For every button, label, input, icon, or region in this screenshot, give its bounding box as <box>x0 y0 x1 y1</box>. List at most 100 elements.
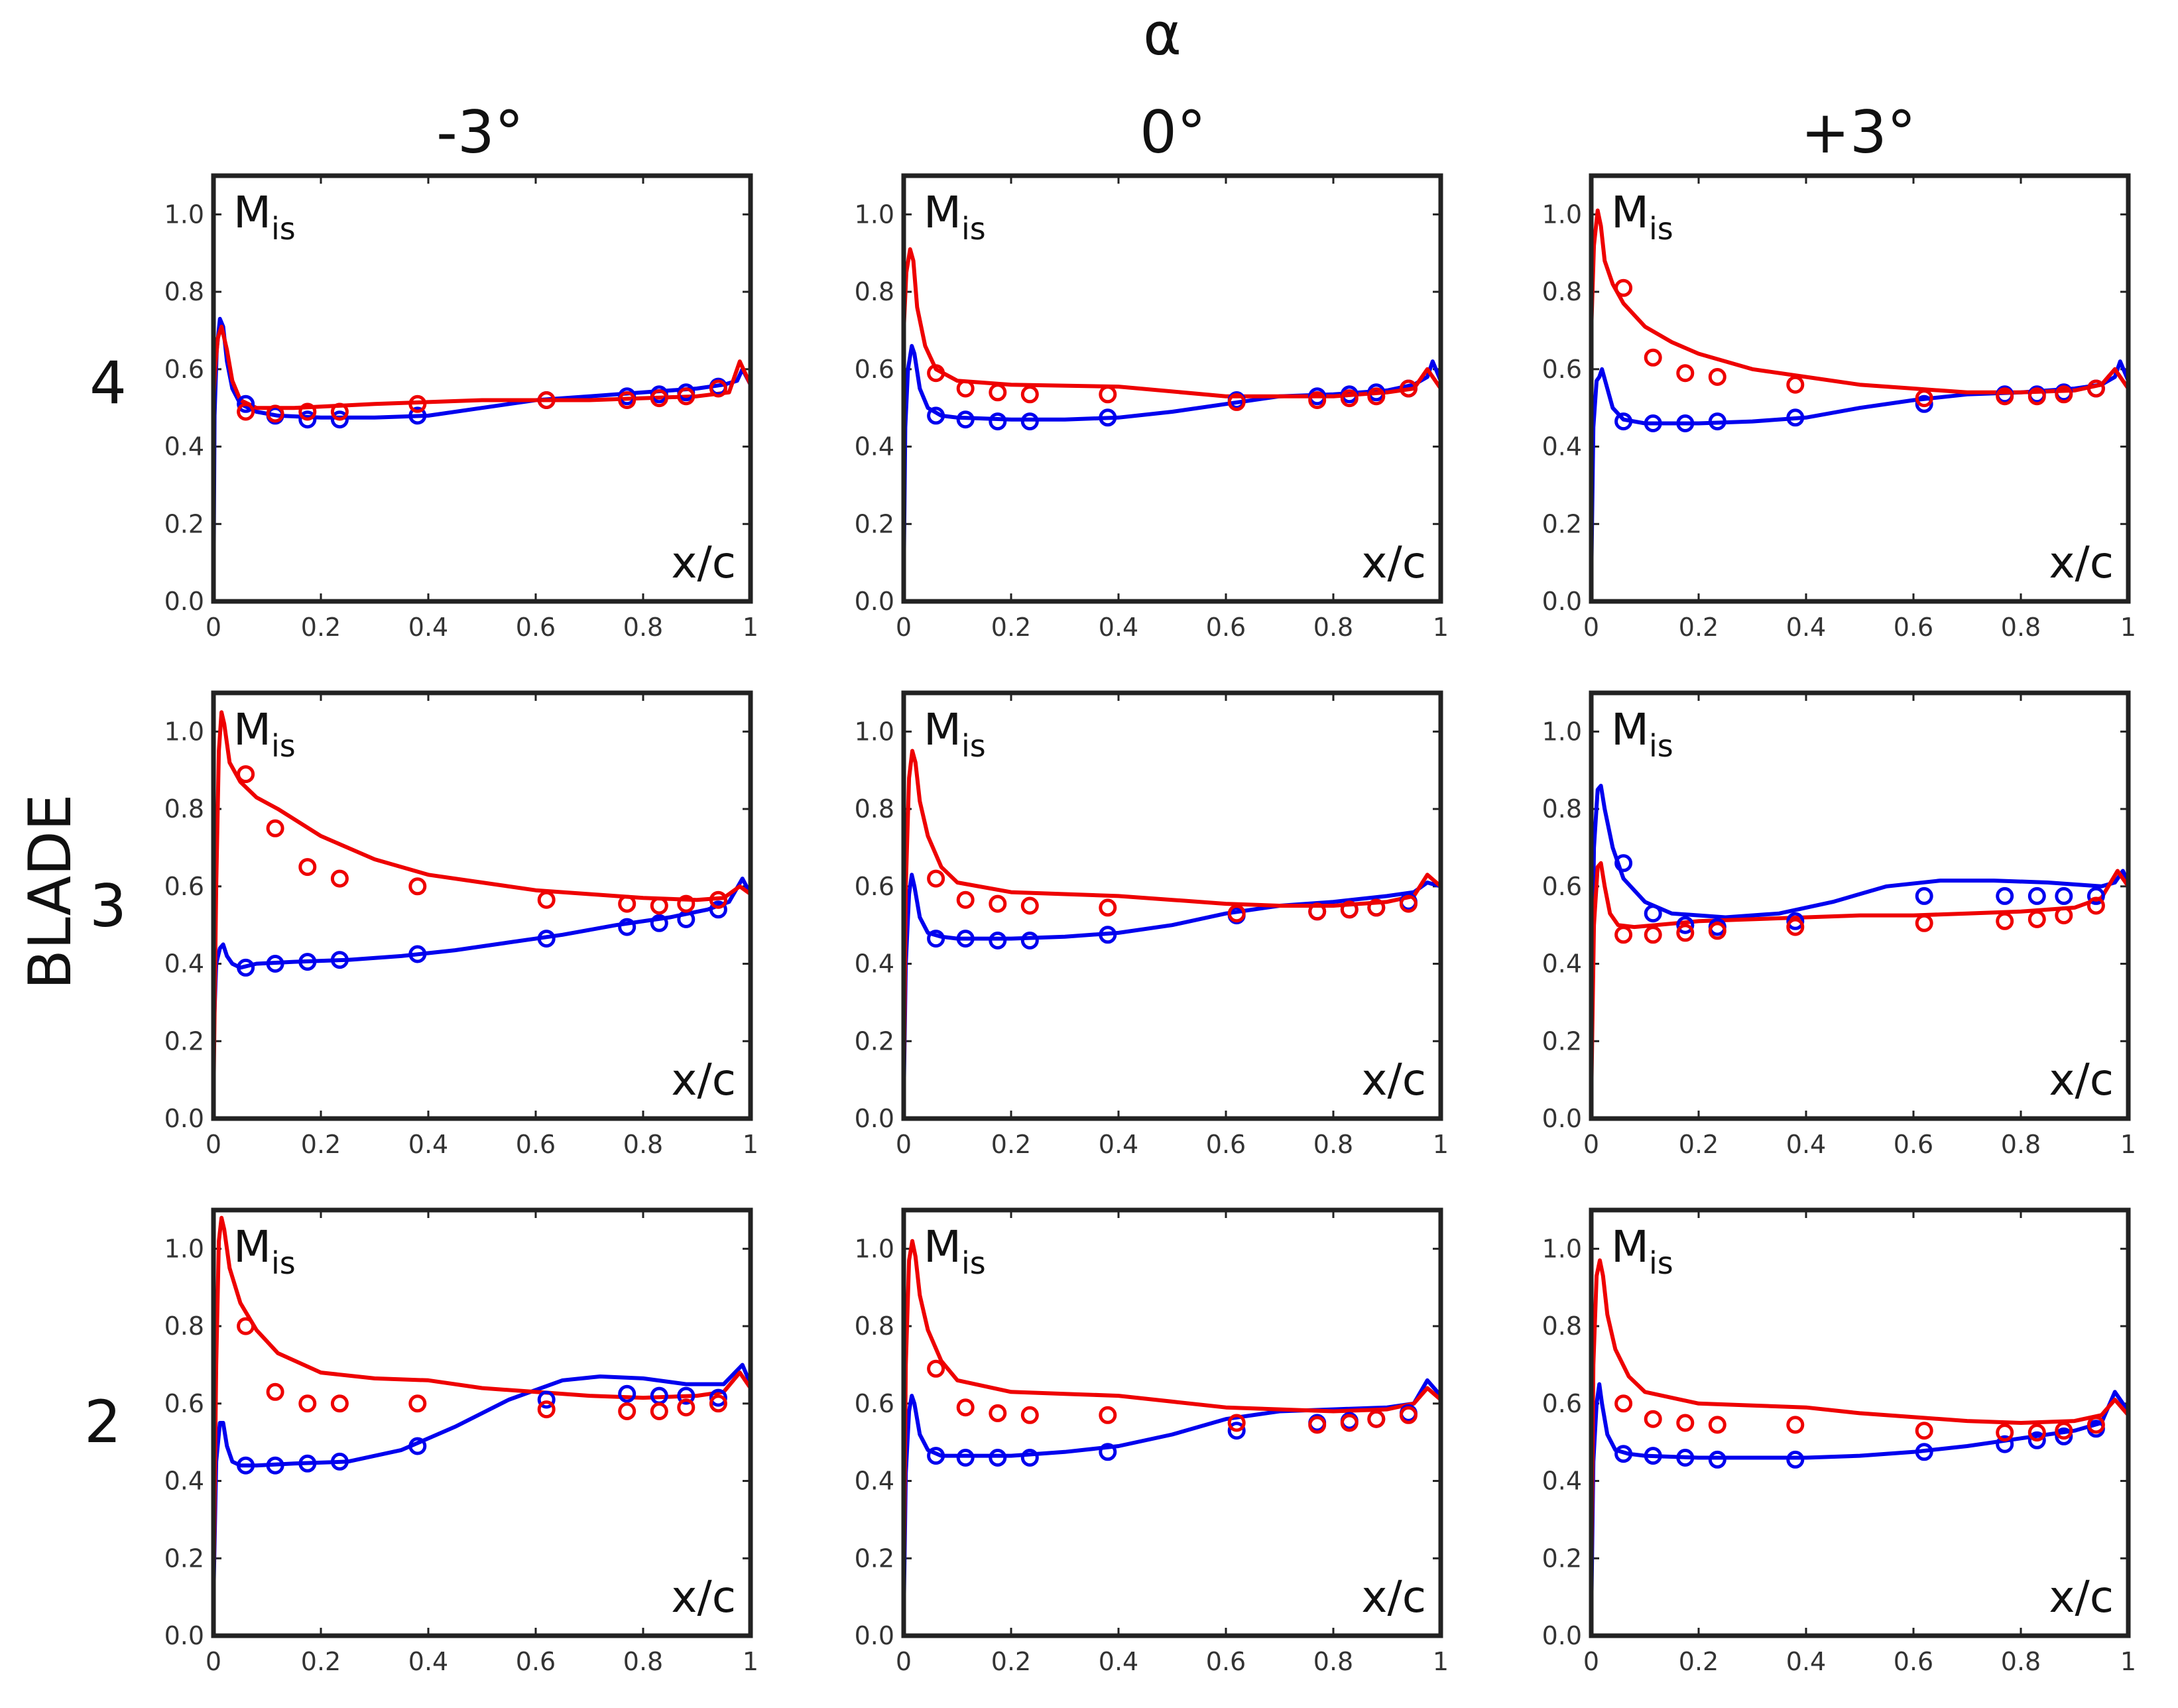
axes-frame <box>211 1207 753 1638</box>
x-tick-label: 0.6 <box>516 1647 556 1676</box>
x-tick-label: 0.4 <box>1786 613 1826 642</box>
x-tick-label: 0 <box>1583 613 1599 642</box>
y-tick-label: 0.4 <box>1542 432 1582 461</box>
blue-data-point <box>1099 1443 1117 1461</box>
red-data-point <box>1227 393 1246 411</box>
red-data-point <box>1676 1414 1695 1432</box>
blue-data-point <box>237 1456 255 1475</box>
blue-data-point <box>266 955 284 973</box>
x-tick-label: 0.6 <box>1206 1130 1246 1159</box>
plot-area <box>1591 1258 2128 1618</box>
y-tick-label: 0.8 <box>164 1312 204 1341</box>
mach-label: Mis <box>924 1221 986 1281</box>
red-data-point <box>408 877 427 896</box>
panel-8: 0 0.2 0.4 0.6 0.8 1 0.0 0.2 0.4 0.6 0.8 1.0 Mis x/c <box>1542 1207 2136 1676</box>
x-tick-label: 0.2 <box>1679 1130 1719 1159</box>
y-tick-label: 0.2 <box>855 1544 894 1573</box>
y-tick-label: 0.4 <box>164 1467 204 1496</box>
red-data-point <box>2055 1422 2073 1440</box>
red-data-point <box>537 890 556 909</box>
blue-data-point <box>956 930 975 948</box>
y-tick-label: 0.4 <box>1542 1467 1582 1496</box>
y-tick-label: 0.4 <box>164 949 204 979</box>
x-tick-label: 1 <box>2120 613 2136 642</box>
panel-2: 0 0.2 0.4 0.6 0.8 1 0.0 0.2 0.4 0.6 0.8 1.0 Mis x/c <box>1542 173 2136 642</box>
red-data-point <box>1020 896 1039 915</box>
x-tick-label: 0.8 <box>2001 1130 2041 1159</box>
blue-series-line <box>213 1363 751 1599</box>
mach-label: Mis <box>233 1221 296 1281</box>
red-data-point <box>1996 1424 2014 1442</box>
blue-data-point <box>1644 904 1662 923</box>
blue-data-point <box>2055 1427 2073 1445</box>
axes-frame <box>1589 173 2131 604</box>
x-axis-label: x/c <box>671 537 736 588</box>
y-tick-label: 0.8 <box>855 794 894 823</box>
y-tick-label: 0.2 <box>164 1026 204 1056</box>
blue-series-line <box>904 343 1441 584</box>
x-tick-label: 0.8 <box>2001 1647 2041 1676</box>
blue-data-point <box>989 932 1007 949</box>
panel-5: 0 0.2 0.4 0.6 0.8 1 0.0 0.2 0.4 0.6 0.8 1.0 Mis x/c <box>1542 690 2136 1159</box>
x-tick-label: 0 <box>896 1647 912 1676</box>
red-data-point <box>1614 926 1633 944</box>
blue-data-point <box>989 1449 1007 1467</box>
red-data-point <box>650 896 668 915</box>
blue-data-point <box>927 930 945 948</box>
x-tick-label: 1 <box>1433 1130 1449 1159</box>
blue-series-line <box>1591 1382 2128 1618</box>
plot-area <box>904 247 1441 584</box>
red-data-point <box>330 402 349 421</box>
y-tick-label: 0.8 <box>1542 794 1582 823</box>
x-tick-label: 0.4 <box>1099 613 1138 642</box>
red-data-point <box>989 383 1007 402</box>
blue-data-point <box>1614 1445 1633 1463</box>
x-tick-label: 0.2 <box>1679 613 1719 642</box>
y-tick-label: 0.8 <box>164 794 204 823</box>
x-tick-label: 0.6 <box>516 613 556 642</box>
blue-data-point <box>1227 1422 1246 1440</box>
x-tick-label: 0 <box>1583 1647 1599 1676</box>
red-data-point <box>2087 1416 2105 1434</box>
blue-data-point <box>237 395 255 413</box>
x-tick-label: 1 <box>1433 1647 1449 1676</box>
y-tick-label: 0.2 <box>1542 1544 1582 1573</box>
red-data-point <box>1099 1406 1117 1424</box>
mach-label: Mis <box>233 704 296 764</box>
x-tick-label: 0.4 <box>1099 1647 1138 1676</box>
blue-data-point <box>618 1384 636 1403</box>
red-data-point <box>618 391 636 409</box>
blue-data-point <box>1099 926 1117 944</box>
x-axis-label: x/c <box>1361 1571 1426 1622</box>
y-tick-label: 0.8 <box>1542 277 1582 306</box>
y-tick-label: 0.8 <box>855 1312 894 1341</box>
blue-data-point <box>1020 412 1039 431</box>
column-header-0: -3° <box>436 98 524 166</box>
blue-data-point <box>1708 412 1726 431</box>
red-data-point <box>1099 898 1117 917</box>
axes-frame <box>901 173 1443 604</box>
x-tick-label: 0.8 <box>2001 613 2041 642</box>
mach-label: Mis <box>233 187 296 247</box>
x-tick-label: 0.8 <box>623 1130 663 1159</box>
x-tick-label: 1 <box>743 1647 758 1676</box>
blue-data-point <box>408 1437 427 1455</box>
red-data-point <box>1340 900 1359 919</box>
red-data-point <box>1308 1416 1327 1434</box>
y-tick-label: 0.4 <box>1542 949 1582 979</box>
red-data-point <box>1644 926 1662 944</box>
x-tick-label: 0.4 <box>408 1647 448 1676</box>
red-data-point <box>1099 385 1117 404</box>
red-data-point <box>1996 912 2014 930</box>
blue-data-point <box>1676 916 1695 934</box>
panel-4: 0 0.2 0.4 0.6 0.8 1 0.0 0.2 0.4 0.6 0.8 1.0 Mis x/c <box>855 690 1449 1159</box>
x-tick-label: 0.8 <box>1313 1130 1353 1159</box>
y-tick-label: 0.0 <box>855 1104 894 1133</box>
red-data-point <box>408 395 427 413</box>
red-data-point <box>1399 1406 1418 1424</box>
blue-data-point <box>298 953 317 971</box>
blue-data-point <box>330 410 349 429</box>
red-data-point <box>1708 368 1726 386</box>
red-data-point <box>677 894 696 913</box>
blue-data-point <box>1099 408 1117 427</box>
